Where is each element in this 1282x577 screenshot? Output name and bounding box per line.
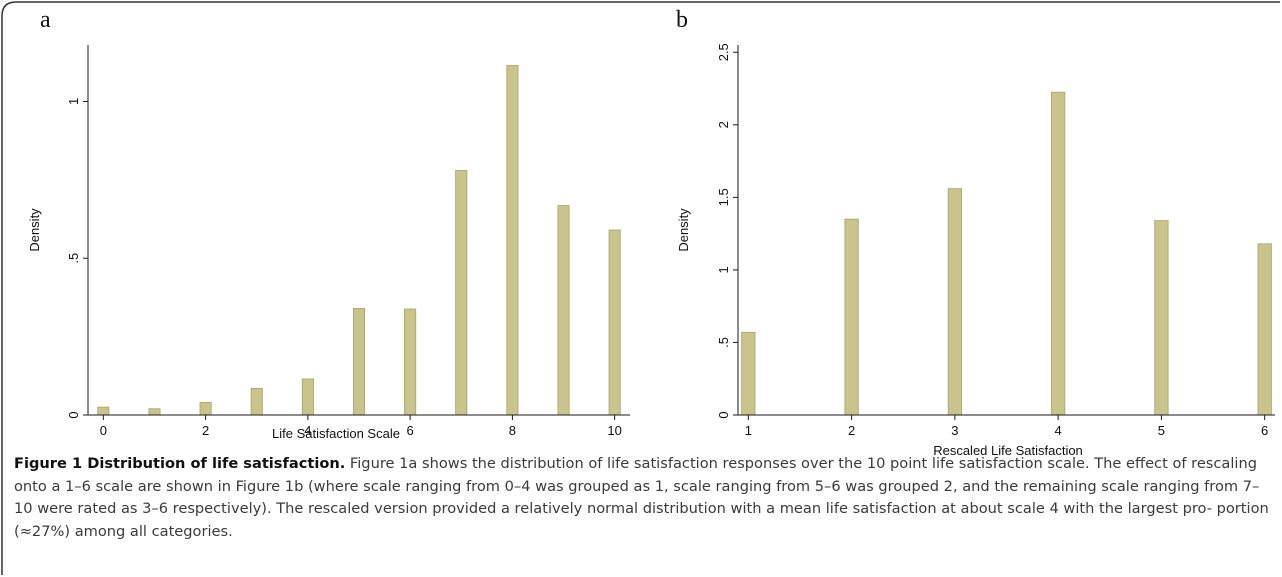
panel-b-bar-4 <box>1051 91 1066 416</box>
panel-b-bar-6 <box>1257 243 1272 416</box>
panel-a-bar-8 <box>506 64 519 416</box>
panel-b-axes: 1 2 3 4 5 6 0 .5 1 1.5 2 2.5 <box>716 43 1275 438</box>
panel-a-bar-2 <box>199 402 212 416</box>
panel-b-x-tick-label: 5 <box>1158 423 1165 438</box>
panel-b-x-tick-label: 3 <box>951 423 958 438</box>
panel-b-x-tick-label: 2 <box>848 423 855 438</box>
panel-b-bar-5 <box>1154 220 1169 416</box>
panel-a-bars <box>97 64 621 416</box>
panel-a: a 0 2 4 6 8 10 0 .5 1 Life Satisfaction Scale De… <box>27 7 630 441</box>
panel-b-letter: b <box>676 7 688 33</box>
panel-a-y-label: Density <box>27 208 42 252</box>
panel-a-x-tick-label: 6 <box>407 423 414 438</box>
panel-a-x-tick-label: 8 <box>509 423 516 438</box>
panel-a-y-tick-label: .5 <box>66 253 81 264</box>
panel-a-bar-0 <box>97 406 110 416</box>
panel-b-x-label: Rescaled Life Satisfaction <box>933 443 1083 458</box>
caption-title: Figure 1 Distribution of life satisfacti… <box>14 455 346 472</box>
panel-b-x-tick-label: 4 <box>1055 423 1062 438</box>
figure-caption: Figure 1 Distribution of life satisfacti… <box>14 453 1272 543</box>
panel-a-bar-3 <box>250 387 263 416</box>
panel-a-y-tick-label: 0 <box>66 411 81 418</box>
panel-a-bar-6 <box>404 308 417 416</box>
panel-a-bar-9 <box>557 205 570 416</box>
panel-a-letter: a <box>40 7 51 33</box>
panel-a-x-tick-label: 10 <box>607 423 621 438</box>
panel-a-y-tick-label: 1 <box>66 98 81 105</box>
panel-b-x-tick-label: 6 <box>1261 423 1268 438</box>
panel-a-x-tick-label: 0 <box>100 423 107 438</box>
panel-a-bar-7 <box>455 170 468 416</box>
panel-b-bars <box>741 91 1272 416</box>
panel-a-bar-10 <box>608 229 621 416</box>
panel-a-x-label: Life Satisfaction Scale <box>272 426 400 441</box>
panel-a-x-tick-label: 4 <box>304 423 311 438</box>
panel-a-bar-4 <box>301 378 314 416</box>
panel-b-y-tick-label: 2.5 <box>716 43 731 61</box>
panel-b-y-tick-label: .5 <box>716 337 731 348</box>
panel-b-y-tick-label: 1.5 <box>716 188 731 206</box>
panel-a-axes: 0 2 4 6 8 10 0 .5 1 <box>66 45 630 438</box>
caption-text: Figure 1a shows the distribution of life… <box>14 455 1269 540</box>
panel-b-y-tick-label: 0 <box>716 411 731 418</box>
panel-a-bar-5 <box>352 307 366 416</box>
panel-b-x-tick-label: 1 <box>745 423 752 438</box>
panel-b: b 1 2 3 4 5 6 0 .5 1 1.5 2 2.5 Rescaled Life Satisf… <box>676 7 1275 458</box>
panel-b-bar-3 <box>947 188 962 416</box>
panel-b-y-label: Density <box>676 208 691 252</box>
panel-b-bar-1 <box>741 331 756 416</box>
panel-a-x-tick-label: 2 <box>202 423 209 438</box>
panel-a-bar-1 <box>148 408 161 416</box>
panel-b-y-tick-label: 2 <box>716 121 731 128</box>
panel-b-y-tick-label: 1 <box>716 266 731 273</box>
panel-b-bar-2 <box>844 218 859 416</box>
